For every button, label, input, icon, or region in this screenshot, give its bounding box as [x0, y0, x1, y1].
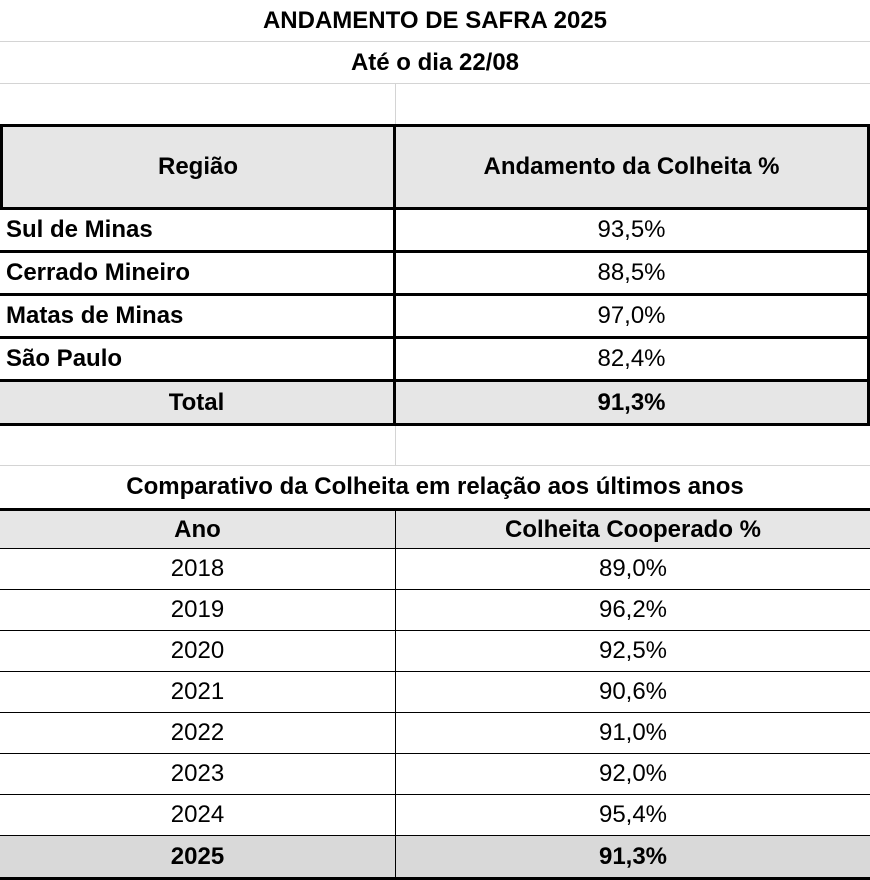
empty-cell: [0, 84, 396, 124]
header-region: Região: [3, 127, 396, 207]
year-cell: 2018: [0, 549, 396, 589]
table-row: 2020 92,5%: [0, 631, 870, 672]
value-cell: 92,0%: [598, 760, 668, 787]
spacer-row: [0, 84, 870, 124]
header-harvest-progress: Andamento da Colheita %: [483, 153, 780, 180]
year-cell: 2024: [0, 795, 396, 835]
current-year-row: 2025 91,3%: [0, 836, 870, 880]
value-cell: 91,0%: [598, 719, 668, 746]
table-row: 2021 90,6%: [0, 672, 870, 713]
comparison-header-row: Ano Colheita Cooperado %: [0, 508, 870, 549]
region-value: 93,5%: [597, 216, 666, 243]
spacer-row: [0, 426, 870, 466]
table-row: Matas de Minas 97,0%: [0, 296, 870, 339]
region-value: 97,0%: [597, 302, 666, 329]
table-row: Cerrado Mineiro 88,5%: [0, 253, 870, 296]
year-cell: 2023: [0, 754, 396, 794]
table-row: 2018 89,0%: [0, 549, 870, 590]
value-cell: 96,2%: [598, 596, 668, 623]
table-row: 2023 92,0%: [0, 754, 870, 795]
year-cell: 2022: [0, 713, 396, 753]
table-row: São Paulo 82,4%: [0, 339, 870, 382]
title-row: ANDAMENTO DE SAFRA 2025: [0, 0, 870, 42]
table-row: Sul de Minas 93,5%: [0, 210, 870, 253]
year-cell: 2019: [0, 590, 396, 630]
region-name: Sul de Minas: [0, 210, 396, 250]
region-name: São Paulo: [0, 339, 396, 379]
current-value: 91,3%: [598, 842, 668, 870]
value-cell: 90,6%: [598, 678, 668, 705]
comparison-title-row: Comparativo da Colheita em relação aos ú…: [0, 466, 870, 508]
table-row: 2024 95,4%: [0, 795, 870, 836]
subtitle-row: Até o dia 22/08: [0, 42, 870, 84]
region-value: 88,5%: [597, 259, 666, 286]
region-name: Matas de Minas: [0, 296, 396, 336]
value-cell: 89,0%: [598, 555, 668, 582]
regions-header-row: Região Andamento da Colheita %: [0, 124, 870, 210]
empty-cell: [0, 426, 396, 465]
current-year: 2025: [0, 836, 396, 877]
total-label: Total: [0, 382, 396, 423]
value-cell: 92,5%: [598, 637, 668, 664]
value-cell: 95,4%: [598, 801, 668, 828]
comparison-title: Comparativo da Colheita em relação aos ú…: [126, 473, 744, 500]
header-cooperado-harvest: Colheita Cooperado %: [504, 515, 762, 543]
total-row: Total 91,3%: [0, 382, 870, 426]
table-row: 2019 96,2%: [0, 590, 870, 631]
page-subtitle: Até o dia 22/08: [350, 48, 520, 76]
page-title: ANDAMENTO DE SAFRA 2025: [262, 6, 608, 34]
region-name: Cerrado Mineiro: [0, 253, 396, 293]
header-year: Ano: [0, 511, 396, 548]
total-value: 91,3%: [597, 388, 666, 416]
region-value: 82,4%: [597, 345, 666, 372]
table-row: 2022 91,0%: [0, 713, 870, 754]
year-cell: 2020: [0, 631, 396, 671]
year-cell: 2021: [0, 672, 396, 712]
